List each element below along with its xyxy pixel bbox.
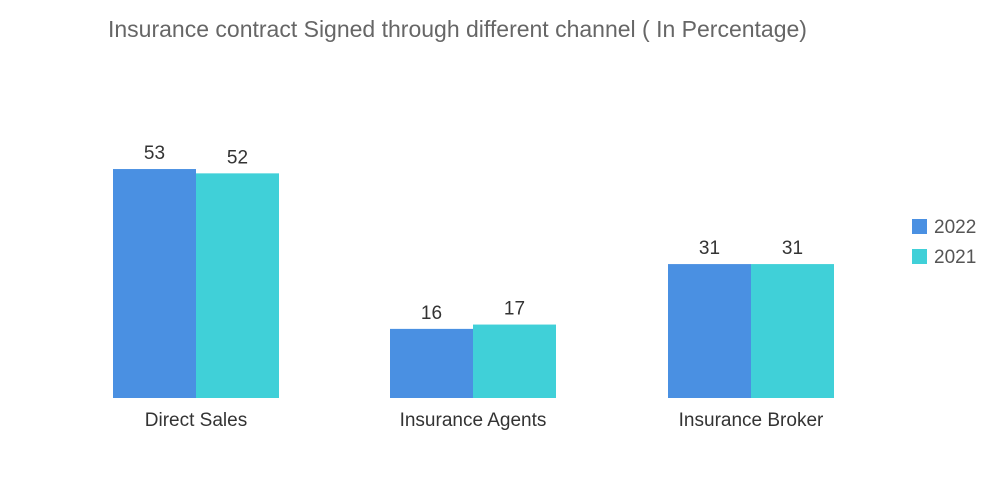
legend-label-2022: 2022 [934,217,976,238]
bar-insurance-broker-2021 [751,264,834,398]
data-label-insurance-broker-2022: 31 [699,238,720,259]
legend-label-2021: 2021 [934,247,976,268]
bar-insurance-agents-2022 [390,328,473,398]
category-label-insurance-broker: Insurance Broker [679,410,824,431]
legend-swatch-2022 [912,219,927,234]
bar-direct-sales-2021 [196,173,279,398]
bar-direct-sales-2022 [113,169,196,398]
data-label-direct-sales-2022: 53 [144,143,165,164]
legend-swatch-2021 [912,249,927,264]
bar-insurance-broker-2022 [668,264,751,398]
category-label-direct-sales: Direct Sales [145,410,247,431]
data-label-insurance-agents-2021: 17 [504,299,525,320]
legend: 2022 2021 [912,217,976,268]
labels-layer: 53 52 Direct Sales 16 17 Insurance Agents 31 31… [144,143,824,431]
data-label-direct-sales-2021: 52 [227,147,248,168]
category-label-insurance-agents: Insurance Agents [400,410,547,431]
data-label-insurance-broker-2021: 31 [782,238,803,259]
bar-insurance-agents-2021 [473,324,556,398]
bars-layer [113,169,834,398]
data-label-insurance-agents-2022: 16 [421,303,442,324]
chart-title: Insurance contract Signed through differ… [108,16,807,42]
